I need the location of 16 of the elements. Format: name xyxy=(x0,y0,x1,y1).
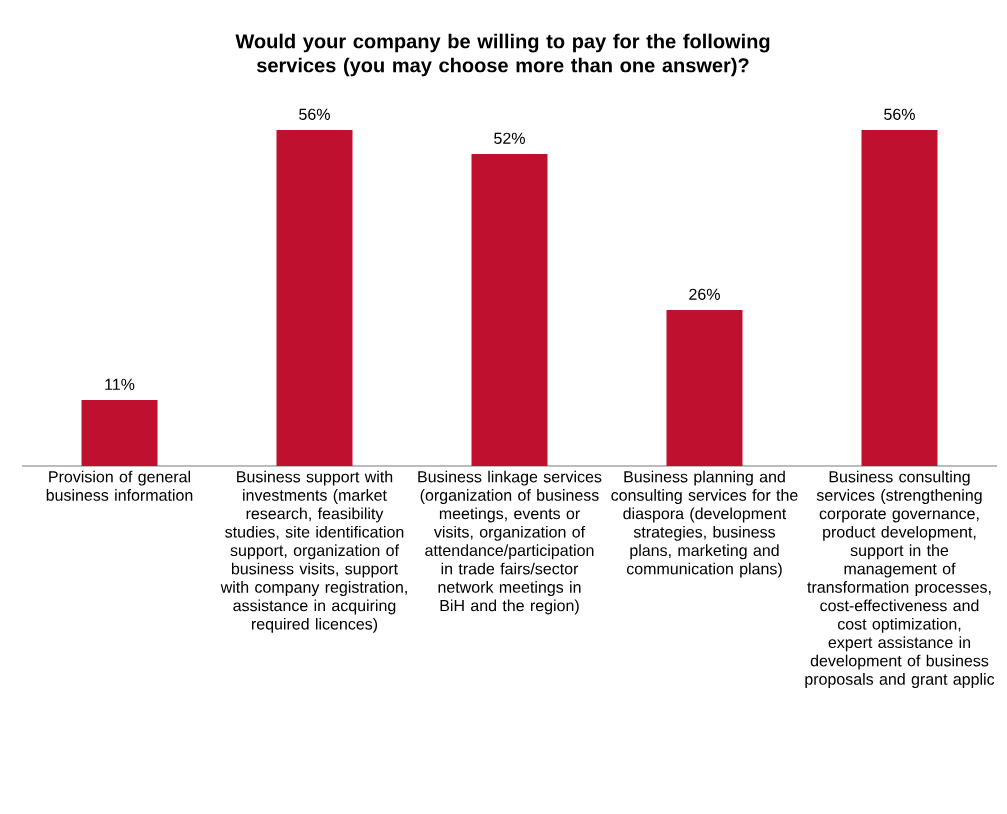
bar xyxy=(471,153,548,466)
bar xyxy=(276,129,353,466)
data-label: 52% xyxy=(494,132,525,144)
bar xyxy=(81,399,158,466)
chart-title: Would your company be willing to pay for the following services (you may choose more than one answer)? xyxy=(235,33,770,77)
data-label: 56% xyxy=(884,108,915,120)
bar xyxy=(861,129,938,466)
data-label: 26% xyxy=(689,288,720,300)
data-label: 56% xyxy=(299,108,330,120)
category-label: Business support with investments (market research, feasibility studies, site identification support, organization of business visits, support with company registration, assistance in acquiring required licences) xyxy=(220,470,407,633)
category-label: Business consulting services (strengthening corporate governance, product development, support in the management of transformation processes, cost-effectiveness and cost optimization, expert assistance in development of business proposals and grant applic xyxy=(805,470,995,689)
data-label: 11% xyxy=(105,378,135,390)
x-tick-label: Provision of general business information xyxy=(46,470,193,501)
bar xyxy=(666,309,743,466)
x-tick-label: Business planning and consulting services for the diaspora (development strategies, business plans, marketing and communication plans) xyxy=(611,470,798,578)
x-tick-label: Business linkage services (organization of business meetings, events or visits, organization of attendance/participation in trade fairs/sector network meetings in BiH and the region) xyxy=(418,470,602,615)
